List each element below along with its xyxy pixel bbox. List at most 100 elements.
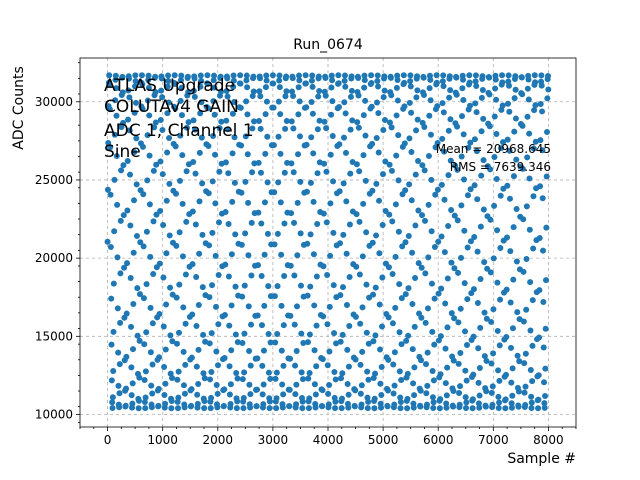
data-point [314,220,321,227]
data-point [495,405,502,411]
data-point [156,311,163,318]
data-point [484,265,491,272]
data-point [433,79,440,86]
data-point [213,348,220,355]
data-point [287,312,294,319]
data-point [241,282,248,289]
data-point [210,77,217,84]
data-point [526,226,533,233]
data-point [353,263,360,270]
data-point [414,87,421,94]
data-point [464,192,471,199]
data-point [379,323,386,330]
data-point [409,249,416,256]
data-point [431,341,438,348]
data-point [459,85,466,92]
data-point [149,320,156,327]
data-point [521,389,528,396]
data-point [303,104,310,111]
data-point [201,405,208,412]
data-point [176,281,183,288]
data-point [157,208,164,215]
y-tick-label: 30000 [35,95,73,109]
data-point [135,405,142,412]
data-point [540,247,547,254]
data-point [198,134,205,141]
data-point [245,303,252,310]
data-point [124,260,131,267]
data-point [261,251,268,258]
data-point [338,405,345,412]
data-point [376,250,383,257]
data-point [520,318,527,325]
data-point [353,211,360,218]
data-point [139,105,146,112]
data-point [313,363,320,370]
data-point [309,72,316,79]
data-point [263,98,270,105]
data-point [342,149,349,156]
data-point [278,302,285,309]
data-point [375,110,382,117]
data-point [327,252,334,259]
data-point [425,254,432,261]
data-point [197,83,204,90]
data-point [243,77,250,84]
x-tick-label: 8000 [533,433,564,447]
data-point [392,304,399,311]
data-point [108,295,115,302]
data-point [244,151,251,158]
data-point [428,176,435,183]
data-point [158,75,165,82]
data-point [507,248,514,255]
data-point [273,395,280,402]
data-point [158,87,165,94]
data-point [223,88,230,95]
data-point [174,340,180,347]
data-point [342,83,349,90]
data-point [419,212,426,219]
data-point [262,84,269,91]
data-point [172,81,179,88]
data-point [209,282,216,289]
data-point [225,273,232,280]
data-point [460,76,467,83]
data-point [527,367,534,374]
data-point [477,324,484,331]
data-point [515,388,522,395]
data-point [117,270,124,277]
data-point [420,74,427,81]
data-point [490,255,497,262]
data-point [242,230,249,237]
data-point [401,103,408,110]
data-point [133,135,140,142]
data-point [148,404,155,411]
data-point [346,221,353,228]
data-point [323,168,330,175]
data-point [215,271,222,278]
data-point [386,119,393,126]
data-point [374,72,381,79]
data-point [254,355,261,362]
data-point [111,176,118,183]
data-point [376,301,383,308]
data-point [146,152,153,159]
data-point [490,306,497,313]
data-point [206,294,213,301]
data-point [384,403,391,410]
data-point [406,135,413,142]
data-point [502,396,509,403]
data-point [207,376,214,383]
data-point [473,148,480,155]
data-point [241,330,248,337]
data-point [466,102,473,109]
data-point [394,72,401,79]
data-point [165,77,172,84]
data-point [330,178,337,185]
data-point [463,342,470,349]
data-point [361,77,368,84]
data-point [196,149,203,156]
data-point [147,304,154,311]
data-point [304,240,311,247]
data-point [443,392,450,399]
